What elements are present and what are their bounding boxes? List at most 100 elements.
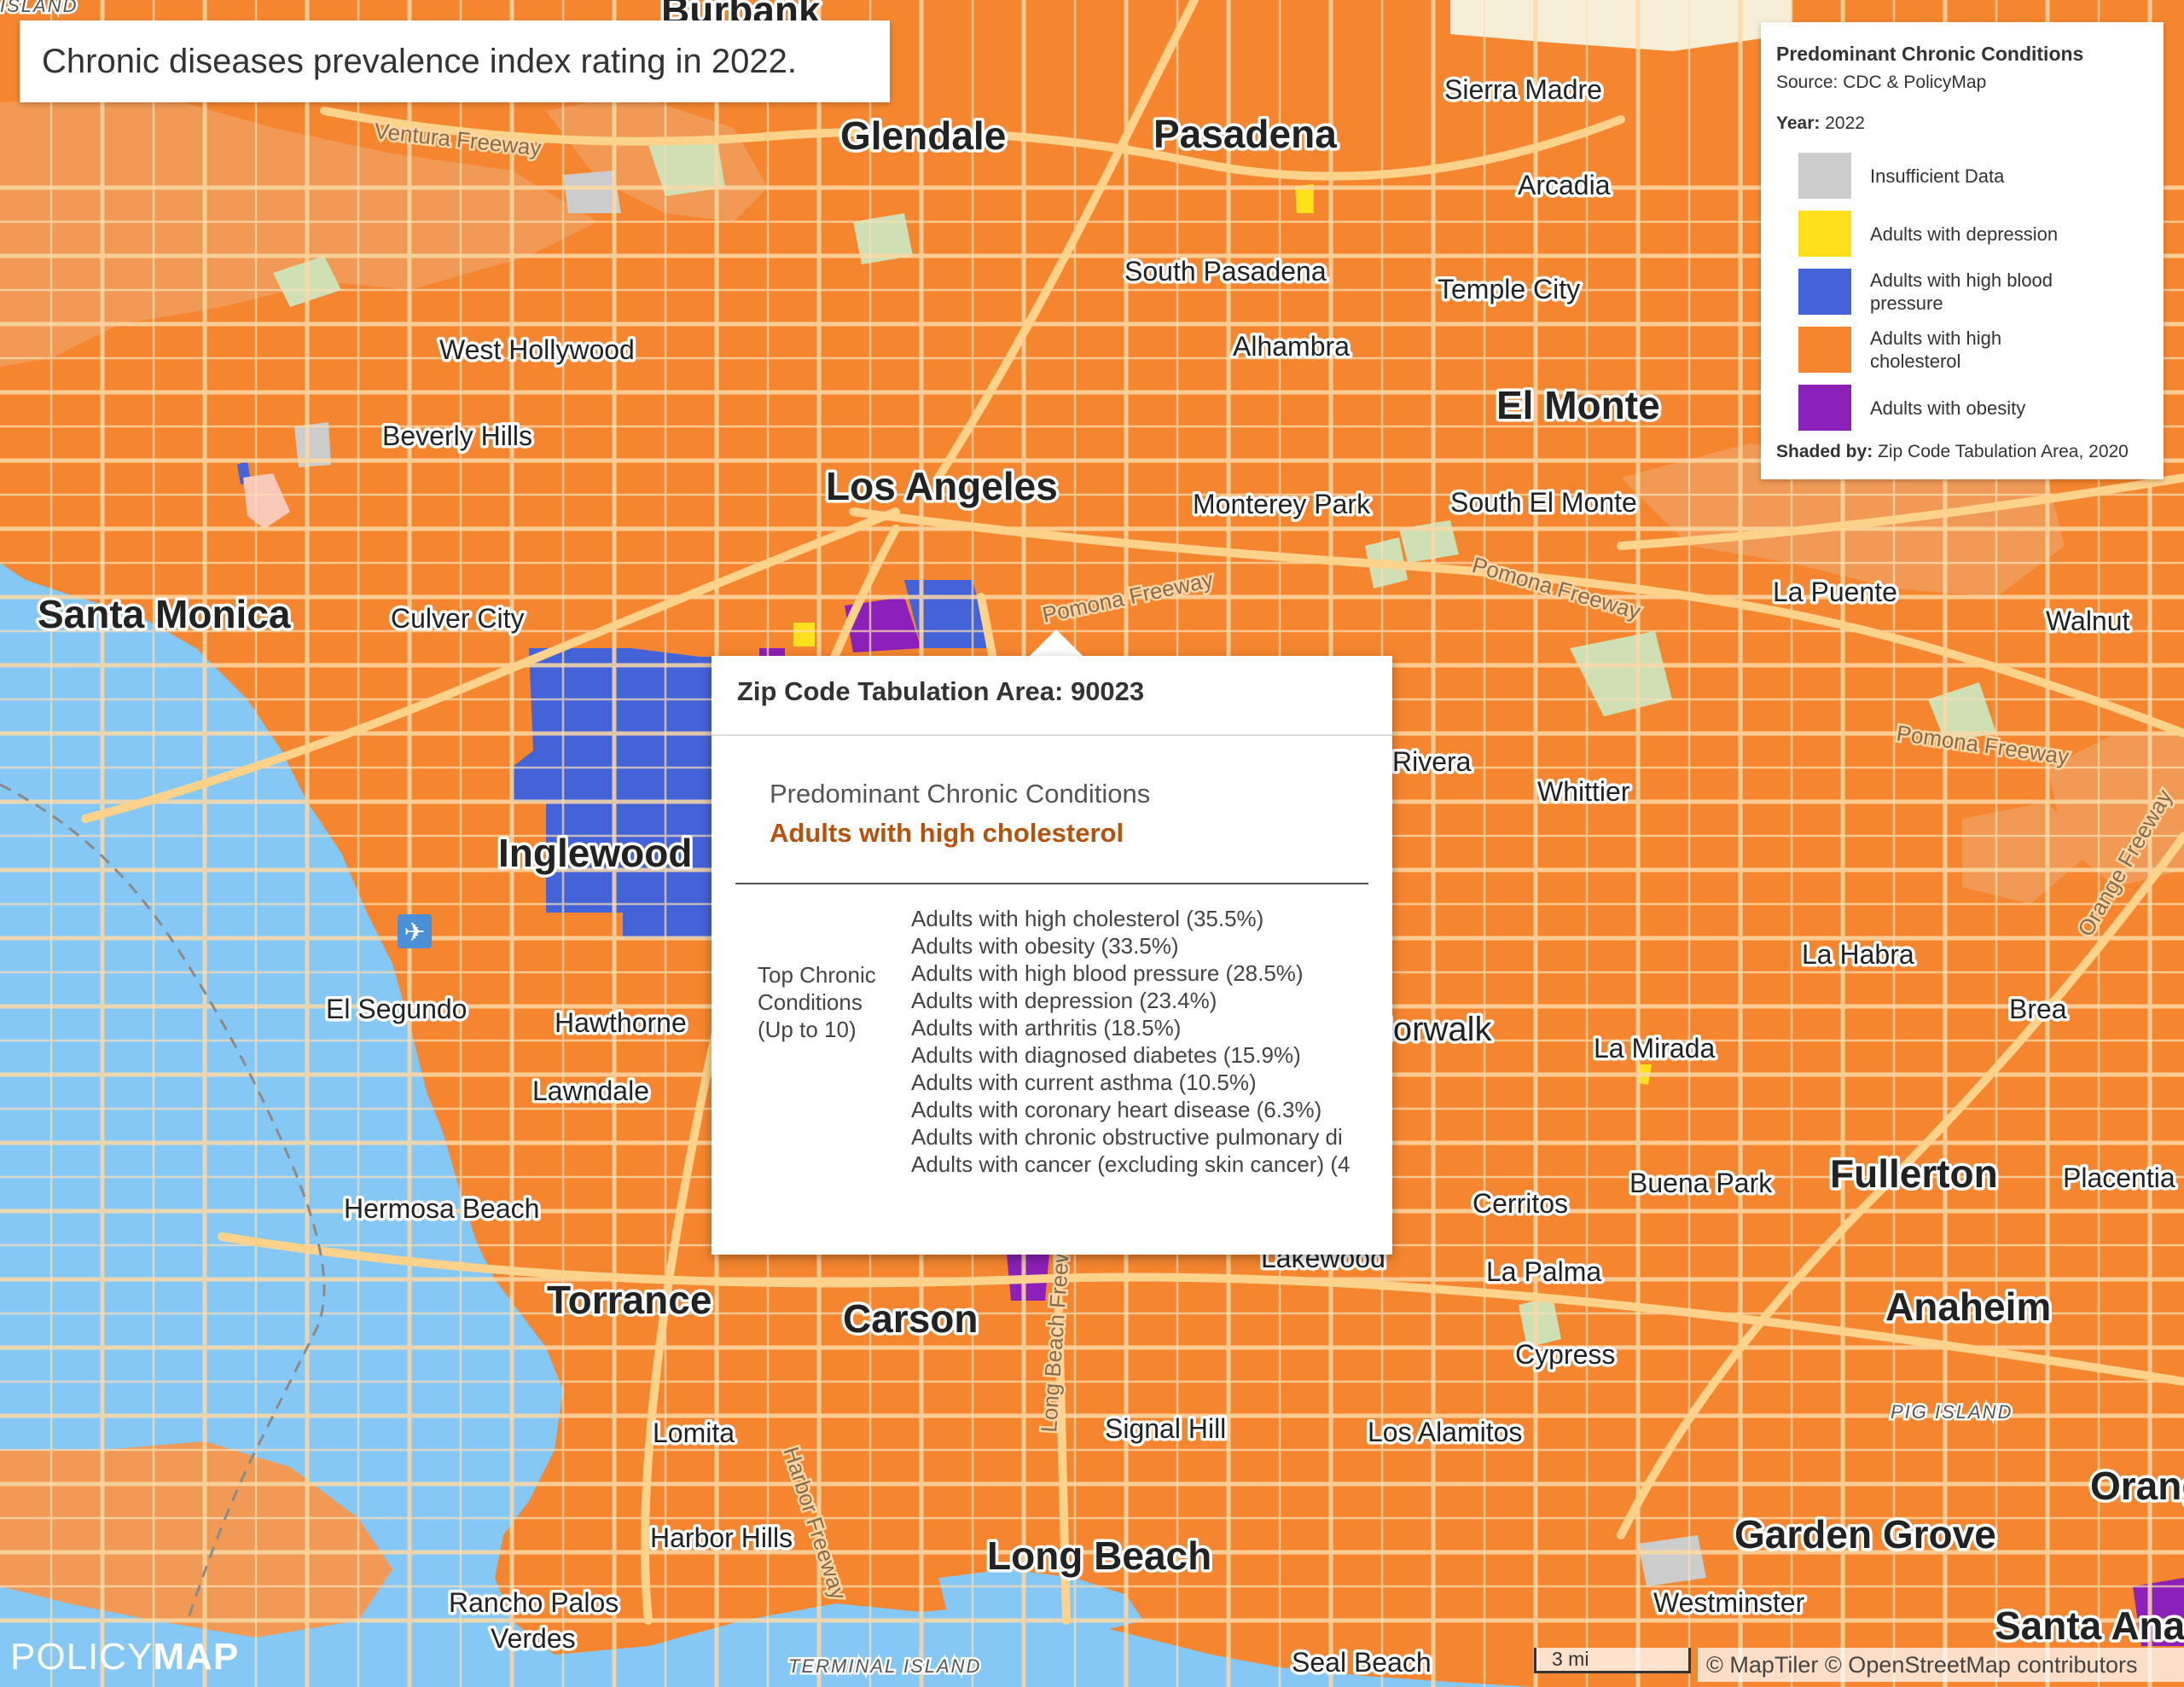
legend-item-label: Adults with high blood pressure <box>1870 270 2053 314</box>
popup-pointer <box>1029 629 1083 657</box>
condition-item: Adults with coronary heart disease (6.3%… <box>911 1097 1322 1122</box>
city-label: Long Beach <box>987 1533 1211 1578</box>
legend-swatch <box>1798 269 1851 315</box>
city-label: La Puente <box>1773 577 1897 607</box>
city-label: Culver City <box>391 603 524 634</box>
map-attribution[interactable]: © MapTiler © OpenStreetMap contributors <box>1698 1648 2184 1682</box>
freeways <box>81 0 2184 1625</box>
popup-row-label: Top Chronic Conditions (Up to 10) <box>758 962 876 1042</box>
legend-item-obesity: Adults with obesity <box>1798 385 2148 431</box>
city-label: Garden Grove <box>1734 1512 1996 1557</box>
legend-source: Source: CDC & PolicyMap <box>1776 72 1987 92</box>
condition-item: Adults with diagnosed diabetes (15.9%) <box>911 1042 1301 1068</box>
zip-info-popup[interactable]: Zip Code Tabulation Area: 90023 Predomin… <box>712 656 1392 1255</box>
legend-item-label: Adults with high cholesterol <box>1870 328 2002 372</box>
city-label: Walnut <box>2046 606 2130 636</box>
legend-item-label: Insufficient Data <box>1870 165 2005 187</box>
city-label: El Segundo <box>326 994 467 1024</box>
island-labels: PIG ISLAND TERMINAL ISLAND ISLAND <box>0 0 2013 1679</box>
city-label: Hermosa Beach <box>344 1193 539 1224</box>
high-blood-pressure-region <box>512 648 712 938</box>
city-label: Sierra Madre <box>1444 74 1602 105</box>
popup-section-label: Predominant Chronic Conditions <box>770 779 1151 809</box>
policymap-logo[interactable]: POLICYMAP <box>10 1636 239 1678</box>
popup-header: Zip Code Tabulation Area: 90023 <box>712 656 1392 736</box>
city-label: Pasadena <box>1153 112 1337 156</box>
city-label: Inglewood <box>498 831 692 875</box>
condition-item: Adults with current asthma (10.5%) <box>911 1070 1257 1095</box>
city-label: Lomita <box>653 1417 735 1448</box>
city-label: Beverly Hills <box>382 420 532 451</box>
legend-year: Year: 2022 <box>1776 113 2148 134</box>
city-label: Orange <box>2090 1464 2184 1508</box>
legend-item-label: Adults with obesity <box>1870 397 2026 419</box>
condition-item: Adults with depression (23.4%) <box>911 988 1217 1013</box>
city-label: El Monte <box>1496 383 1660 427</box>
city-label: West Hollywood <box>439 334 635 365</box>
scale-bar: 3 mi <box>1534 1648 1691 1673</box>
city-label: Cerritos <box>1472 1188 1568 1219</box>
island-label: TERMINAL ISLAND <box>788 1655 981 1677</box>
city-label: Monterey Park <box>1193 489 1371 519</box>
city-label: Arcadia <box>1518 170 1611 200</box>
city-label: Alhambra <box>1233 331 1350 362</box>
condition-item: Adults with high blood pressure (28.5%) <box>911 960 1304 986</box>
legend-item-label: Adults with depression <box>1870 223 2059 245</box>
map-title-card: Chronic diseases prevalence index rating… <box>20 20 890 102</box>
legend-swatch <box>1798 385 1851 431</box>
island-label: ISLAND <box>0 0 78 16</box>
city-label: Westminster <box>1653 1587 1805 1618</box>
city-label: La Habra <box>1802 939 1914 970</box>
popup-section-value: Adults with high cholesterol <box>770 818 1124 848</box>
city-label: Lawndale <box>532 1075 649 1106</box>
city-label: South El Monte <box>1450 487 1637 518</box>
boundary-line <box>0 783 326 1621</box>
city-label: Torrance <box>547 1278 712 1322</box>
popup-divider <box>735 883 1368 884</box>
legend-shaded-by: Shaded by: Zip Code Tabulation Area, 202… <box>1776 442 2129 462</box>
city-label: Glendale <box>840 113 1006 158</box>
svg-text:✈: ✈ <box>404 918 425 948</box>
city-label: Cypress <box>1515 1339 1615 1370</box>
island-label: PIG ISLAND <box>1891 1401 2013 1423</box>
legend-year-label: Year: <box>1776 113 1821 133</box>
city-label: Fullerton <box>1830 1151 1998 1196</box>
condition-item: Adults with cancer (excluding skin cance… <box>911 1151 1350 1177</box>
ocean <box>0 563 1536 1687</box>
legend-swatch <box>1798 153 1851 199</box>
logo-part-policy: POLICY <box>10 1636 154 1678</box>
popup-conditions-table: Top Chronic Conditions (Up to 10) Adults… <box>712 884 1392 1191</box>
city-label: Buena Park <box>1629 1168 1773 1198</box>
city-label: Signal Hill <box>1105 1413 1226 1444</box>
legend-items: Insufficient Data Adults with depression… <box>1776 153 2148 431</box>
legend-shaded-label: Shaded by: <box>1776 442 1873 461</box>
legend-title: Predominant Chronic Conditions <box>1776 43 2084 65</box>
condition-item: Adults with chronic obstructive pulmonar… <box>911 1124 1343 1150</box>
map-title: Chronic diseases prevalence index rating… <box>42 42 797 80</box>
airport-icon: ✈ <box>398 914 432 948</box>
city-label: Verdes <box>491 1623 576 1654</box>
city-labels-minor: Sierra Madre Arcadia South Pasadena Temp… <box>323 72 2179 1681</box>
legend-panel: Predominant Chronic Conditions Source: C… <box>1761 22 2164 479</box>
popup-conditions-list: Adults with high cholesterol (35.5%) Adu… <box>911 905 1370 1178</box>
legend-item-high-blood-pressure: Adults with high blood pressure <box>1798 269 2148 315</box>
depression-areas <box>793 184 1652 1085</box>
city-label: Whittier <box>1537 776 1630 807</box>
city-labels-major: Glendale Pasadena Los Angeles Santa Moni… <box>35 0 2184 1651</box>
city-label: La Palma <box>1486 1256 1601 1287</box>
legend-swatch <box>1798 211 1851 257</box>
legend-swatch <box>1798 327 1851 373</box>
city-label: Seal Beach <box>1292 1647 1432 1678</box>
condition-item: Adults with obesity (33.5%) <box>911 933 1179 959</box>
city-label: Hawthorne <box>555 1007 687 1038</box>
city-label: Placentia <box>2063 1162 2175 1193</box>
legend-item-insufficient-data: Insufficient Data <box>1798 153 2148 199</box>
city-label: Anaheim <box>1885 1284 2051 1329</box>
logo-part-map: MAP <box>153 1636 240 1678</box>
city-label: Santa Monica <box>38 592 291 636</box>
city-label: Rancho Palos <box>449 1587 619 1618</box>
legend-item-depression: Adults with depression <box>1798 211 2148 257</box>
city-label: Brea <box>2009 994 2067 1024</box>
legend-shaded-value: Zip Code Tabulation Area, 2020 <box>1878 442 2129 461</box>
popup-predominant-section: Predominant Chronic Conditions Adults wi… <box>712 736 1392 849</box>
